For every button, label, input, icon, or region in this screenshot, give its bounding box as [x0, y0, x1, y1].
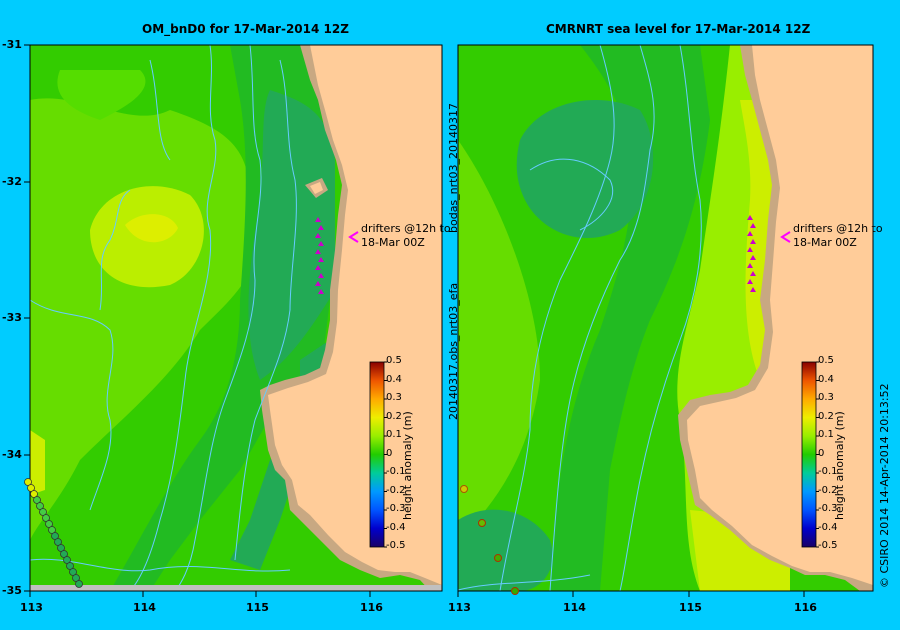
y-tick-label: -32: [2, 175, 22, 188]
annotation-line: 18-Mar 00Z: [793, 236, 857, 249]
right-colorbar-tick-label: 0.4: [818, 373, 834, 385]
observation-point: [48, 526, 56, 534]
x-tick-label: 115: [246, 601, 269, 614]
observation-point: [72, 574, 80, 582]
right-drifter-annotation: drifters @12h to 18-Mar 00Z: [793, 222, 883, 250]
drifter-marker: [318, 225, 324, 230]
drifter-marker: [315, 217, 321, 222]
left-colorbar-tick-label: -0.5: [386, 540, 406, 551]
right-colorbar-tick-label: 0.2: [818, 410, 834, 422]
drifter-marker: [315, 265, 321, 270]
left-colorbar-tick-label: -0.4: [386, 521, 406, 533]
observation-point: [33, 496, 41, 504]
drifter-marker: [750, 287, 756, 292]
x-tick-label: 115: [679, 601, 702, 614]
annotation-line: 18-Mar 00Z: [361, 236, 425, 249]
left-colorbar-tick-label: -0.1: [386, 466, 406, 477]
observation-point: [60, 550, 68, 558]
drifter-marker: [747, 247, 753, 252]
right-colorbar-tick-label: 0.5: [818, 355, 834, 366]
drifter-marker: [315, 249, 321, 254]
right-colorbar-tick-label: -0.4: [818, 521, 838, 533]
right-axis-ticks: [457, 591, 805, 597]
observation-point: [57, 544, 65, 552]
right-colorbar-tick-label: -0.3: [818, 503, 838, 514]
observation-point: [75, 580, 83, 588]
left-colorbar-tick-label: -0.2: [386, 484, 406, 496]
x-tick-label: 116: [360, 601, 383, 614]
right-colorbar-tick-label: 0.3: [818, 392, 834, 403]
right-colorbar-tick-label: 0: [818, 447, 825, 459]
left-colorbar-tick-label: 0: [386, 447, 393, 459]
observation-point: [39, 508, 47, 516]
left-colorbar-tick-label: 0.1: [386, 429, 402, 440]
drifter-marker: [750, 223, 756, 228]
right-drifter-markers: [747, 215, 756, 292]
right-map: [457, 44, 874, 592]
observation-point: [54, 538, 62, 546]
drifter-marker: [315, 281, 321, 286]
observation-point: [66, 562, 74, 570]
right-drifter-arrow-icon: [780, 231, 791, 243]
right-map-title: CMRNRT sea level for 17-Mar-2014 12Z: [546, 22, 811, 36]
observation-point: [63, 556, 71, 564]
annotation-line: drifters @12h to: [361, 222, 451, 235]
left-axis-ticks: [24, 44, 371, 597]
observation-point: [24, 478, 32, 486]
right-observation-points: [460, 485, 519, 595]
left-map-title: OM_bnD0 for 17-Mar-2014 12Z: [142, 22, 349, 36]
credit-text: © CSIRO 2014 14-Apr-2014 20:13:52: [878, 383, 891, 588]
annotation-line: drifters @12h to: [793, 222, 883, 235]
drifter-marker: [750, 239, 756, 244]
right-colorbar-tick-label: 0.1: [818, 429, 834, 440]
drifter-marker: [747, 231, 753, 236]
drifter-marker: [747, 279, 753, 284]
y-tick-label: -34: [2, 448, 22, 461]
drifter-marker: [747, 263, 753, 268]
side-text-lower: 20140317.obs_nrt03_efa: [447, 282, 460, 420]
y-tick-label: -31: [2, 38, 22, 51]
right-colorbar-tick-label: -0.2: [818, 484, 838, 496]
left-drifter-markers: [315, 217, 324, 294]
side-text-upper: bodas_nrt03_20140317: [447, 103, 460, 233]
x-tick-label: 114: [563, 601, 586, 614]
observation-point: [45, 520, 53, 528]
observation-point: [36, 502, 44, 510]
y-tick-label: -35: [2, 584, 22, 597]
left-colorbar-tick-label: 0.2: [386, 410, 402, 422]
drifter-marker: [750, 271, 756, 276]
right-colorbar-tick-label: -0.1: [818, 466, 838, 477]
x-tick-label: 116: [794, 601, 817, 614]
left-colorbar-tick-label: 0.3: [386, 392, 402, 403]
drifter-marker: [318, 289, 324, 294]
y-tick-label: -33: [2, 311, 22, 324]
observation-point: [51, 532, 59, 540]
left-drifter-arrow-icon: [348, 231, 359, 243]
observation-point: [42, 514, 50, 522]
x-tick-label: 114: [133, 601, 156, 614]
right-colorbar: [801, 361, 819, 548]
left-observation-track: [24, 478, 83, 588]
observation-point: [30, 490, 38, 498]
drifter-marker: [318, 241, 324, 246]
drifter-marker: [318, 257, 324, 262]
drifter-marker: [318, 273, 324, 278]
x-tick-label: 113: [20, 601, 43, 614]
left-colorbar-tick-label: 0.5: [386, 355, 402, 366]
drifter-marker: [750, 255, 756, 260]
drifter-marker: [315, 233, 321, 238]
drifter-marker: [747, 215, 753, 220]
left-colorbar: [369, 361, 387, 548]
left-map: [29, 44, 443, 592]
left-colorbar-tick-label: 0.4: [386, 373, 402, 385]
left-drifter-annotation: drifters @12h to 18-Mar 00Z: [361, 222, 451, 250]
left-colorbar-tick-label: -0.3: [386, 503, 406, 514]
observation-point: [27, 484, 35, 492]
x-tick-label: 113: [448, 601, 471, 614]
right-colorbar-tick-label: -0.5: [818, 540, 838, 551]
observation-point: [69, 568, 77, 576]
